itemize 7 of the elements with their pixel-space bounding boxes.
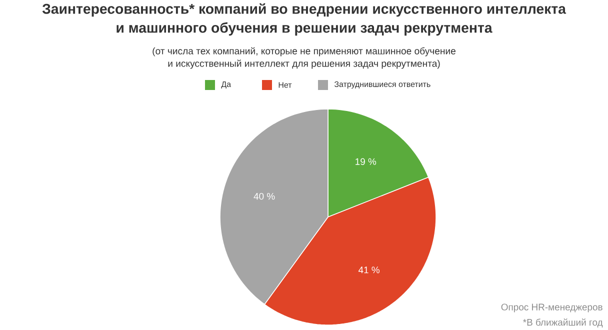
text: *В ближайший год: [523, 318, 603, 328]
chart-subtitle: (от числа тех компаний, которые не применяют машинное обучение и искусственный интеллект для решения задач рекрутмента): [152, 47, 456, 69]
text: Опрос HR-менеджеров: [501, 304, 602, 312]
data-label: 41 %: [358, 266, 380, 274]
chart-title: Заинтересованность* компаний во внедрении искусственного интеллекта и машинного обучения в решении задач рекрутмента: [42, 3, 566, 36]
data-label: 19 %: [356, 158, 376, 165]
data-label: 40 %: [254, 192, 275, 200]
